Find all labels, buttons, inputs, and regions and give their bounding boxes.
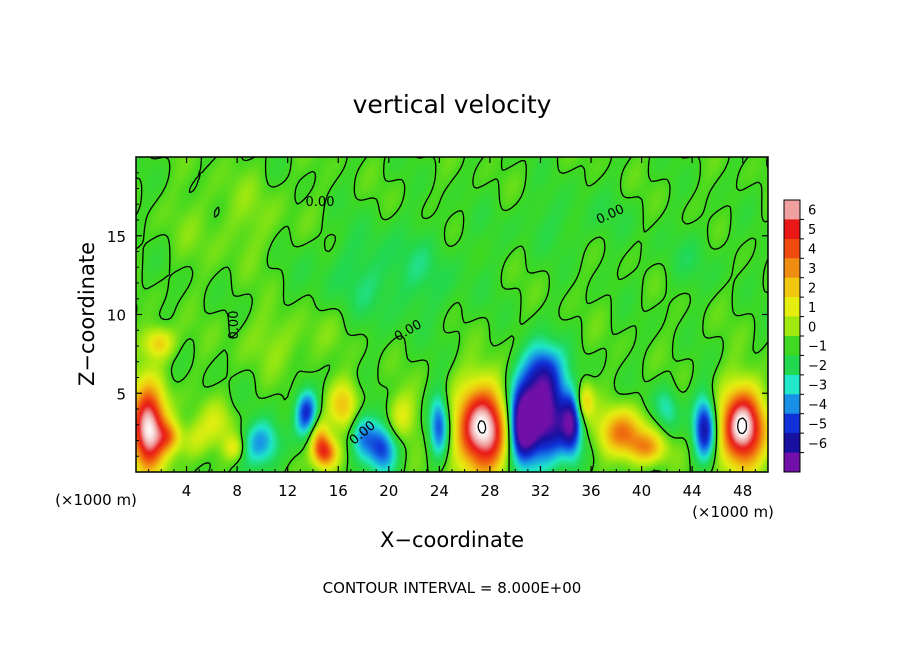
chart-title: vertical velocity [353,90,552,119]
colorbar-swatch [784,452,800,473]
contour-label: 0.00 [306,195,335,210]
contour-lines [136,157,768,472]
colorbar-label: −6 [808,437,827,452]
x-unit-right: (×1000 m) [692,503,774,521]
x-tick-label: 44 [683,482,702,500]
plot-area [136,157,768,472]
y-tick-label: 15 [107,228,126,246]
x-tick-label: 40 [632,482,651,500]
x-tick-label: 48 [733,482,752,500]
colorbar-label: 1 [808,301,816,316]
contour-interval: CONTOUR INTERVAL = 8.000E+00 [323,579,582,597]
colorbar-label: −2 [808,359,827,374]
x-tick-label: 36 [581,482,600,500]
colorbar-label: 6 [808,204,816,219]
contour-zero [136,157,768,472]
colorbar-swatch [784,413,800,434]
x-tick-label: 16 [329,482,348,500]
colorbar-swatch [784,433,800,454]
colorbar-label: −5 [808,417,827,432]
y-axis-ticks: 5 10 15 [107,172,768,457]
x-tick-label: 32 [531,482,550,500]
colorbar-label: 4 [808,243,816,258]
x-unit-left: (×1000 m) [55,491,137,509]
colorbar: 6 5 4 3 2 1 0 −1 −2 −3 −4 −5 −6 [783,199,827,473]
x-tick-label: 20 [379,482,398,500]
colorbar-label: −3 [808,379,827,394]
colorbar-swatch [784,238,800,259]
y-tick-label: 5 [116,385,126,403]
y-tick-label: 10 [107,307,126,325]
colorbar-swatch [784,394,800,415]
colorbar-swatch [784,219,800,240]
colorbar-swatch [784,277,800,298]
contour-label: 0.00 [227,311,242,340]
colorbar-label: 0 [808,320,816,335]
colorbar-swatch [784,374,800,395]
x-tick-label: 28 [480,482,499,500]
colorbar-swatch [784,316,800,337]
colorbar-label: −1 [808,340,827,355]
x-tick-label: 8 [232,482,242,500]
colorbar-swatch [784,258,800,279]
colorbar-swatch [784,355,800,376]
y-axis-label: Z−coordinate [75,242,99,386]
x-tick-label: 24 [430,482,449,500]
x-axis-label: X−coordinate [380,528,524,552]
colorbar-label: 2 [808,281,816,296]
colorbar-swatch [784,200,800,220]
x-axis-ticks: 4 8 12 16 20 24 28 32 36 40 44 48 [148,157,756,500]
colorbar-swatch [784,297,800,318]
x-tick-label: 12 [278,482,297,500]
colorbar-label: 3 [808,262,816,277]
colorbar-label: 5 [808,223,816,238]
contour-positive [477,417,748,435]
colorbar-swatch [784,336,800,356]
colorbar-label: −4 [808,398,827,413]
x-tick-label: 4 [182,482,192,500]
